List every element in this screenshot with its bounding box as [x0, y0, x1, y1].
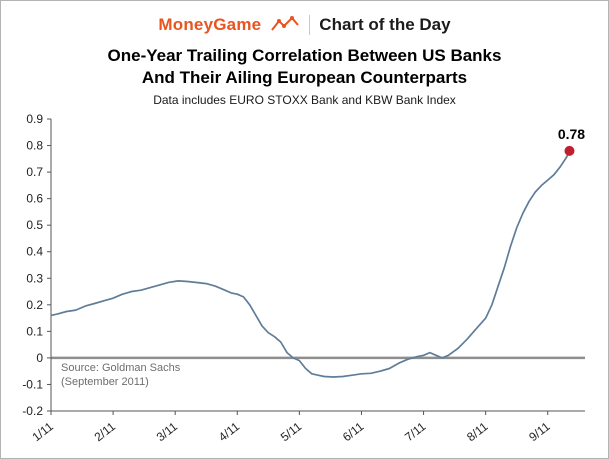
- y-tick-label: 0.9: [26, 112, 43, 126]
- y-tick-label: -0.2: [22, 404, 43, 418]
- x-tick-label: 1/11: [30, 419, 57, 444]
- y-tick-label: -0.1: [22, 378, 43, 392]
- x-tick-label: 3/11: [154, 419, 181, 444]
- y-tick-label: 0.6: [26, 192, 43, 206]
- y-tick-label: 0.8: [26, 139, 43, 153]
- y-tick-label: 0.5: [26, 218, 43, 232]
- brand-moneygame: MoneyGame: [158, 15, 262, 34]
- x-tick-label: 5/11: [278, 419, 305, 444]
- correlation-line-chart: 0.9 0.8 0.7 0.6 0.5 0.4 0.3 0.2 0.1 0 -0.1 -0.21/11…: [22, 112, 585, 444]
- source-line1: Source: Goldman Sachs: [61, 362, 181, 374]
- source-line2: (September 2011): [61, 376, 149, 388]
- line-chart-icon: [270, 15, 300, 35]
- chart-subtitle: Data includes EURO STOXX Bank and KBW Ba…: [153, 93, 456, 108]
- y-tick-label: 0: [36, 351, 43, 365]
- endpoint-marker: [564, 146, 575, 157]
- endpoint-value-label: 0.78: [558, 126, 585, 142]
- x-tick-label: 6/11: [340, 419, 367, 444]
- y-tick-label: 0.4: [26, 245, 43, 259]
- x-tick-label: 8/11: [464, 419, 491, 444]
- x-tick-label: 4/11: [216, 419, 243, 444]
- y-tick-label: 0.1: [26, 325, 43, 339]
- header: MoneyGame Chart of the Day: [1, 1, 608, 42]
- chart-title-line1: One-Year Trailing Correlation Between US…: [107, 46, 502, 65]
- y-tick-label: 0.3: [26, 271, 43, 285]
- correlation-line: [50, 150, 571, 379]
- header-title: Chart of the Day: [319, 15, 451, 34]
- y-tick-label: 0.2: [26, 298, 43, 312]
- x-tick-label: 7/11: [402, 419, 429, 444]
- header-divider: [309, 15, 311, 35]
- x-tick-label: 9/11: [526, 419, 553, 444]
- y-tick-label: 0.7: [26, 165, 43, 179]
- chart-title-line2: And Their Ailing European Counterparts: [141, 68, 468, 88]
- chart-title: One-Year Trailing Correlation Between US…: [1, 45, 608, 89]
- x-tick-label: 2/11: [92, 419, 119, 444]
